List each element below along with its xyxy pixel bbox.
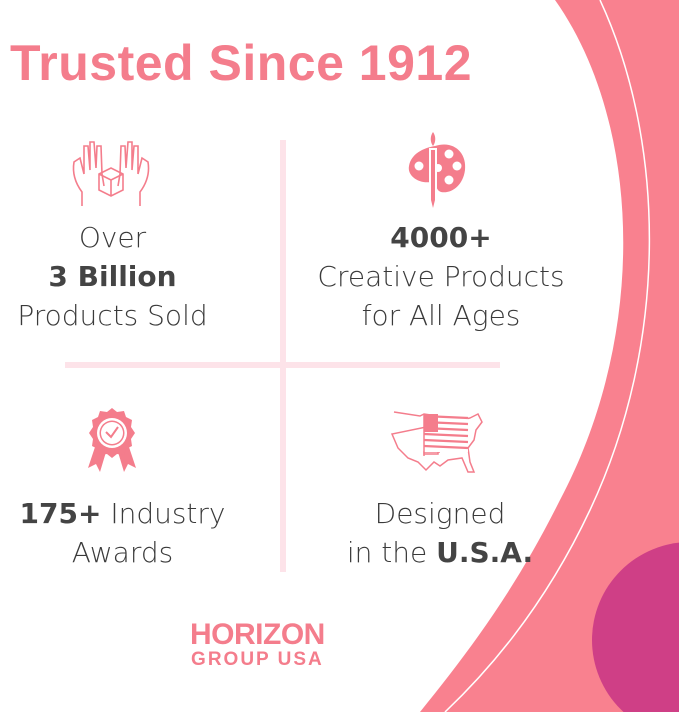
- stat-line: in the: [346, 536, 437, 569]
- stat-creative-products: 4000+ Creative Products for All Ages: [296, 218, 586, 335]
- stat-line: Creative Products: [317, 260, 565, 293]
- stat-highlight: U.S.A.: [436, 536, 534, 569]
- horizon-group-logo: HORIZON GROUP USA: [190, 620, 325, 670]
- white-accent-line: [444, 0, 651, 712]
- stat-line: for All Ages: [361, 299, 521, 332]
- stat-designed-usa: Designed in the U.S.A.: [310, 494, 570, 572]
- logo-line-1: HORIZON: [190, 618, 325, 651]
- page-title: Trusted Since 1912: [10, 35, 473, 91]
- usa-map-flag-icon: [390, 411, 483, 473]
- stat-products-sold: Over 3 Billion Products Sold: [0, 218, 225, 335]
- stat-line: Industry: [101, 497, 226, 530]
- purple-circle: [592, 542, 679, 712]
- pink-swoosh: [420, 0, 679, 712]
- stat-line: Products Sold: [17, 299, 208, 332]
- logo-line-2: GROUP USA: [191, 649, 324, 670]
- stat-highlight: 4000+: [390, 221, 492, 254]
- stat-highlight: 3 Billion: [48, 260, 177, 293]
- stat-line: Awards: [71, 536, 174, 569]
- palette-brush-icon: [408, 132, 466, 208]
- horizontal-divider: [65, 362, 500, 368]
- vertical-divider: [280, 140, 286, 572]
- hands-box-icon: [72, 141, 150, 206]
- stat-line: Designed: [374, 497, 506, 530]
- stat-highlight: 175+: [19, 497, 102, 530]
- stat-line: Over: [78, 221, 147, 254]
- award-ribbon-icon: [88, 408, 136, 472]
- stat-industry-awards: 175+ Industry Awards: [0, 494, 245, 572]
